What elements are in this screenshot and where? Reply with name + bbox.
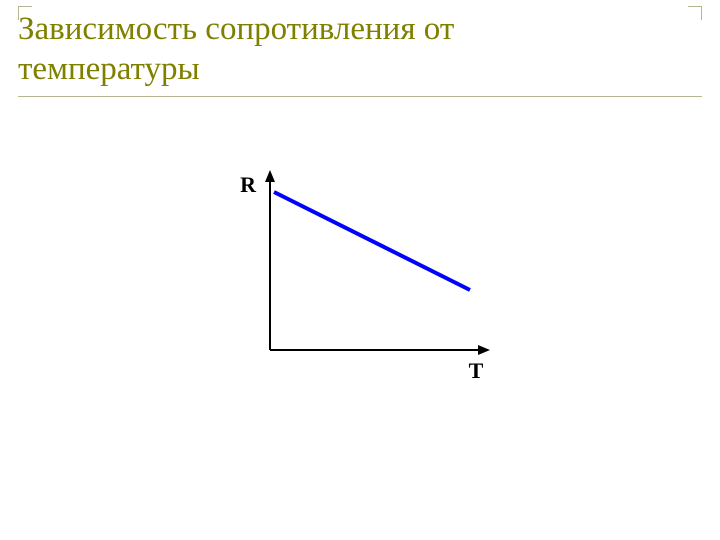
slide-title: Зависимость сопротивления от температуры — [18, 10, 702, 89]
x-axis-label: T — [469, 358, 484, 383]
chart-svg: RT — [210, 160, 510, 390]
slide: Зависимость сопротивления от температуры… — [0, 0, 720, 540]
y-axis-label: R — [240, 172, 257, 197]
title-underline — [18, 96, 702, 97]
data-series-line — [274, 192, 470, 290]
resistance-vs-temperature-chart: RT — [210, 160, 510, 390]
title-block: Зависимость сопротивления от температуры — [18, 10, 702, 95]
